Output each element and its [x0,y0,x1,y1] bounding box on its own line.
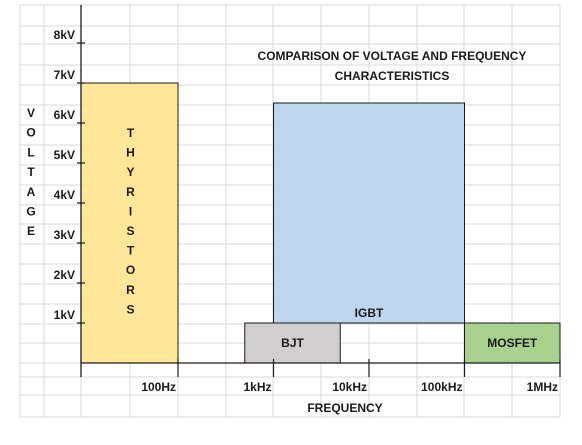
bar-thyristors [80,82,179,364]
x-tick-label: 100Hz [141,380,176,394]
bar-igbt [273,102,465,324]
y-axis-label-char: E [27,224,35,238]
chart-title-line-2: CHARACTERISTICS [335,69,450,83]
bar-label-thyristors-char: S [126,302,134,316]
y-tick-label: 7kV [54,68,75,82]
bar-label-thyristors-char: R [126,185,135,199]
bar-label-thyristors-char: H [126,146,135,160]
bar-label-thyristors-char: T [127,126,135,140]
axes: 1kV 2kV 3kV 4kV 5kV 6kV 7kV 8kV 100Hz 1kHz 10kHz 10… [54,5,561,394]
bar-label-thyristors-char: Y [126,165,134,179]
y-axis-label-char: A [27,185,36,199]
y-tick-label: 2kV [54,268,75,282]
y-tick-label: 8kV [54,28,75,42]
x-tick-label: 1MHz [527,380,558,394]
y-tick-label: 1kV [54,308,75,322]
chart-labels: COMPARISON OF VOLTAGE AND FREQUENCY CHAR… [26,49,526,415]
y-tick-label: 5kV [54,148,75,162]
bar-label-igbt: IGBT [355,306,384,320]
bar-label-thyristors-char: R [126,283,135,297]
chart-title-line-1: COMPARISON OF VOLTAGE AND FREQUENCY [258,49,527,63]
y-tick-label: 3kV [54,228,75,242]
x-tick-label: 1kHz [243,380,271,394]
y-axis-label-char: V [27,106,35,120]
y-tick-label: 4kV [54,188,75,202]
y-axis-label-char: G [26,205,35,219]
x-axis-label: FREQUENCY [307,401,382,415]
y-axis-label-char: T [27,165,35,179]
bar-label-thyristors-char: S [126,224,134,238]
bar-mosfet [464,322,561,364]
bar-label-mosfet: MOSFET [487,336,538,350]
bar-label-thyristors-char: O [126,263,135,277]
x-tick-label: 10kHz [332,380,367,394]
y-axis-label-char: O [26,126,35,140]
bar-label-thyristors-char: T [127,244,135,258]
y-axis-label-char: L [27,145,34,159]
bar-label-bjt: BJT [281,336,304,350]
x-tick-label: 100kHz [421,380,462,394]
y-tick-label: 6kV [54,108,75,122]
bar-label-thyristors-char: I [129,204,132,218]
